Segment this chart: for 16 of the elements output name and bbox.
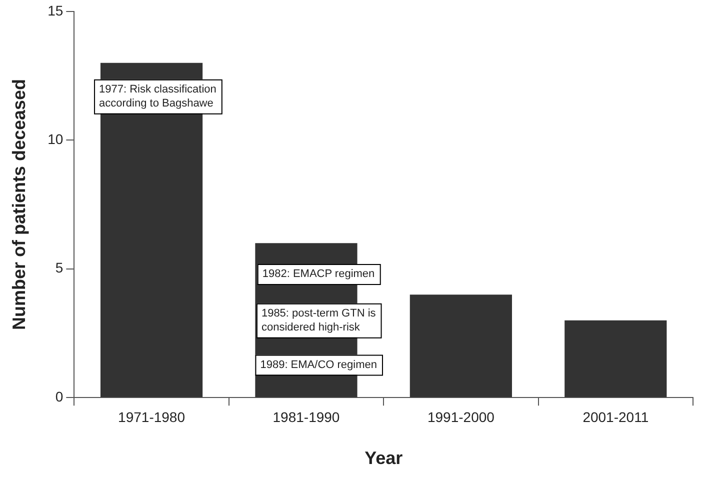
y-tick-label: 5	[55, 260, 64, 276]
x-tick-label: 1971-1980	[118, 408, 186, 425]
annotation: 1982: EMACP regimen	[262, 268, 375, 280]
x-tick-label: 1991-2000	[427, 408, 495, 425]
bar	[564, 320, 667, 398]
y-tick-label: 15	[48, 2, 64, 18]
x-tick-label: 2001-2011	[582, 408, 649, 425]
bar	[410, 294, 512, 398]
annotation: 1985: post-term GTN is considered high-risk	[261, 307, 376, 334]
y-tick-label: 10	[48, 130, 64, 147]
annotation: 1989: EMA/CO regimen	[260, 358, 378, 371]
annotation: 1977: Risk classification according to Bagshawe	[99, 83, 216, 110]
x-axis-title: Year	[364, 448, 403, 468]
y-tick-label: 0	[55, 388, 64, 404]
x-tick-label: 1981-1990	[272, 408, 340, 425]
y-axis-title: Number of patients deceased	[8, 78, 29, 330]
